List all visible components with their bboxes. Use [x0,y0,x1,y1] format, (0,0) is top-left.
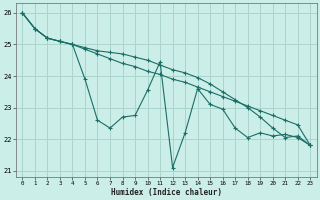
X-axis label: Humidex (Indice chaleur): Humidex (Indice chaleur) [111,188,222,197]
